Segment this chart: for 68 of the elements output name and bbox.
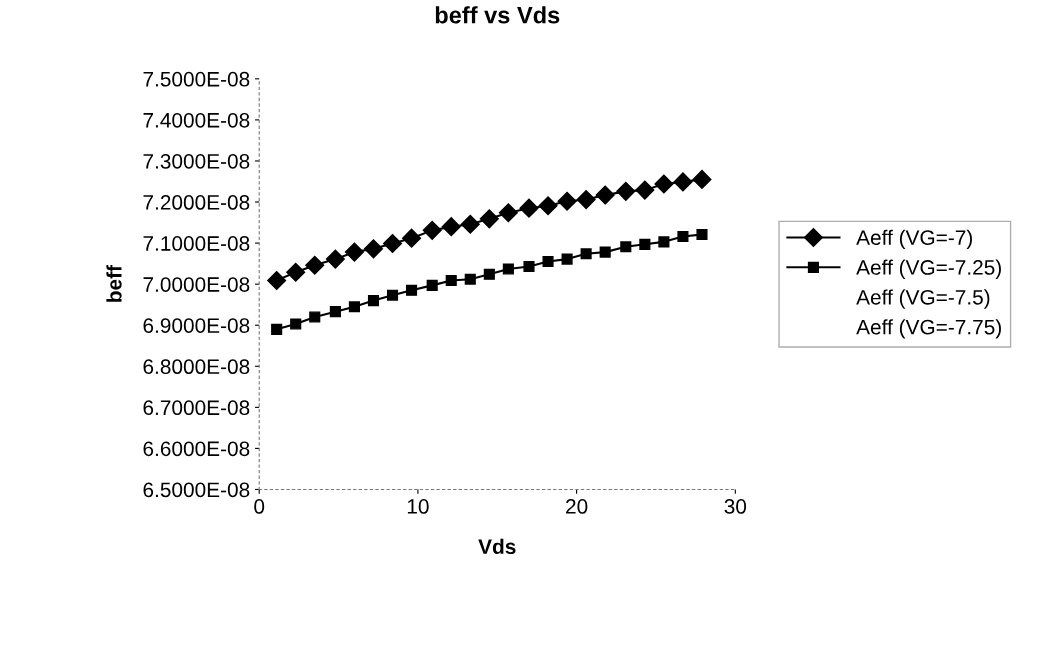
point — [441, 217, 461, 237]
point — [576, 190, 596, 210]
point — [599, 246, 611, 258]
point — [286, 262, 306, 282]
point — [639, 238, 651, 250]
y-tick-label: 6.8000E-08 — [143, 359, 250, 375]
point — [479, 209, 499, 229]
point — [483, 268, 495, 280]
x-axis-title: Vds — [478, 538, 516, 555]
y-tick-label: 7.1000E-08 — [143, 236, 250, 251]
point — [580, 248, 592, 260]
point — [309, 311, 321, 323]
legend-label: Aeff (VG=-7.75) — [856, 319, 1001, 339]
y-tick-label: 6.6000E-08 — [143, 441, 250, 457]
point — [344, 242, 364, 262]
point — [595, 185, 615, 205]
point — [267, 270, 287, 290]
point — [616, 181, 636, 201]
y-tick-label: 7.5000E-08 — [143, 71, 250, 87]
y-tick-label: 6.5000E-08 — [143, 482, 250, 498]
point — [426, 279, 438, 291]
point — [406, 284, 418, 296]
point — [422, 220, 442, 240]
legend-label: Aeff (VG=-7) — [856, 229, 972, 250]
point — [677, 230, 689, 243]
point — [445, 274, 457, 287]
point — [654, 174, 674, 194]
point — [620, 241, 632, 253]
x-tick-label: 0 — [254, 499, 265, 514]
y-tick-label: 6.7000E-08 — [143, 400, 250, 416]
point — [498, 203, 518, 223]
point — [382, 233, 403, 254]
y-tick-label: 7.3000E-08 — [143, 153, 250, 169]
y-tick-label: 7.0000E-08 — [143, 277, 250, 292]
point — [523, 260, 535, 273]
x-tick-label: 20 — [566, 499, 588, 514]
point — [692, 169, 712, 189]
point — [673, 172, 693, 192]
point — [329, 306, 341, 318]
point — [502, 263, 514, 275]
point — [464, 273, 476, 285]
point — [658, 236, 670, 248]
y-tick-label: 6.9000E-08 — [143, 318, 250, 333]
point — [696, 228, 708, 241]
point — [305, 255, 325, 275]
point — [325, 249, 345, 269]
y-tick-label: 7.4000E-08 — [143, 112, 250, 128]
point — [402, 228, 422, 248]
point — [271, 323, 283, 335]
point — [542, 256, 554, 268]
legend-label: Aeff (VG=-7.5) — [856, 289, 990, 309]
point — [557, 191, 577, 211]
legend-label: Aeff (VG=-7.25) — [856, 259, 1001, 279]
point — [367, 295, 380, 307]
point — [386, 289, 399, 301]
point — [290, 318, 302, 330]
y-axis-title: beff — [106, 265, 122, 302]
point — [635, 180, 655, 200]
y-tick-label: 7.2000E-08 — [143, 195, 250, 210]
point — [561, 253, 573, 265]
point — [538, 196, 558, 216]
x-tick-label: 10 — [407, 499, 429, 514]
chart-title: beff vs Vds — [435, 6, 560, 24]
point — [460, 214, 480, 234]
x-tick-label: 30 — [724, 499, 747, 514]
point — [348, 301, 360, 313]
point — [519, 198, 539, 218]
point — [363, 239, 384, 259]
